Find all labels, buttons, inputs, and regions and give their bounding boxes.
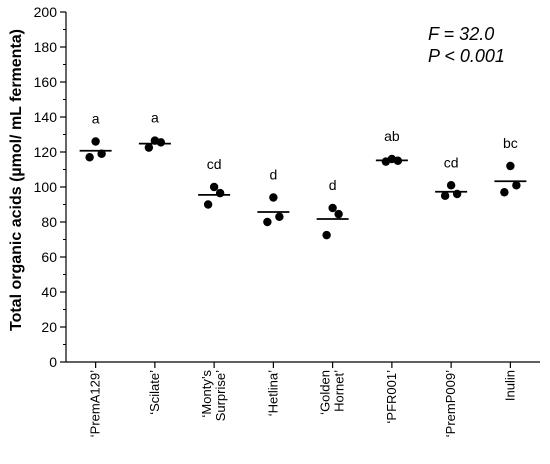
y-tick-label: 100 [34,179,58,195]
significance-letter: cd [444,154,459,170]
x-tick-label-line: ‘PremP009’ [443,370,458,437]
x-tick-label-line: ‘Scilate’ [147,370,162,415]
y-axis: 0 20 40 60 80 100 120 140 160 180 200 [34,4,67,370]
data-point [506,161,515,171]
data-point [215,188,225,198]
x-tick-label: ‘PFR001’ [384,370,399,424]
y-tick-label: 20 [41,319,57,335]
y-tick-label: 140 [34,109,58,125]
y-tick-label: 160 [34,74,58,90]
x-tick-label: ‘GoldenHornet’ [318,370,347,415]
y-tick-label: 120 [34,144,58,160]
y-tick-label: 40 [41,284,57,300]
x-tick-label: ‘Monty’sSurprise’ [199,370,228,422]
data-point [275,212,284,221]
significance-letter: d [269,167,277,183]
x-tick-label: ‘PremA129’ [88,370,103,437]
y-tick-label: 200 [34,4,58,20]
x-tick-label-line: ‘PremA129’ [88,370,103,437]
data-point [209,182,219,192]
x-tick-label-line: ‘Golden [318,370,333,415]
x-tick-label-line: Hornet’ [332,370,347,412]
data-point [91,137,100,146]
significance-letter: d [329,177,337,193]
data-point [512,181,521,190]
x-tick-label-line: Inulin [502,370,517,401]
y-tick-label: 60 [41,249,57,265]
data-point [500,188,509,197]
data-point [263,217,272,227]
y-tick-label: 80 [41,214,57,230]
significance-letter: a [151,110,159,126]
data-marks: a a cd d d ab cd bc [79,110,527,240]
data-point [156,138,166,147]
data-point [328,203,337,213]
significance-letter: ab [384,128,400,144]
x-axis: ‘PremA129’ ‘Scilate’ ‘Monty’sSurprise’ ‘Het… [66,361,540,437]
x-tick-label: ‘Hetlina’ [265,370,280,416]
y-axis-label: Total organic acids (µmol/ mL fermenta) [8,29,25,331]
significance-letter: bc [503,135,518,151]
x-tick-label: ‘PremP009’ [443,370,458,437]
data-point [446,181,456,190]
x-tick-label: ‘Scilate’ [147,370,162,415]
y-tick-label: 180 [34,39,58,55]
data-point [440,191,450,200]
data-point [269,193,278,202]
data-point [322,230,331,240]
x-tick-label-line: ‘Hetlina’ [265,370,280,416]
y-tick-label: 0 [49,354,57,370]
f-statistic-annotation: F = 32.0 [428,24,494,44]
x-tick-label: Inulin [502,370,517,401]
data-point [203,200,213,209]
data-point [334,209,343,219]
data-point [85,153,94,162]
significance-letter: cd [207,156,222,172]
p-value-annotation: P < 0.001 [428,46,505,66]
x-tick-label-line: ‘PFR001’ [384,370,399,424]
data-point [144,143,154,152]
x-tick-label-line: Surprise’ [213,370,228,421]
x-tick-label-line: ‘Monty’s [199,370,214,418]
data-point [381,157,391,166]
significance-letter: a [92,111,100,127]
